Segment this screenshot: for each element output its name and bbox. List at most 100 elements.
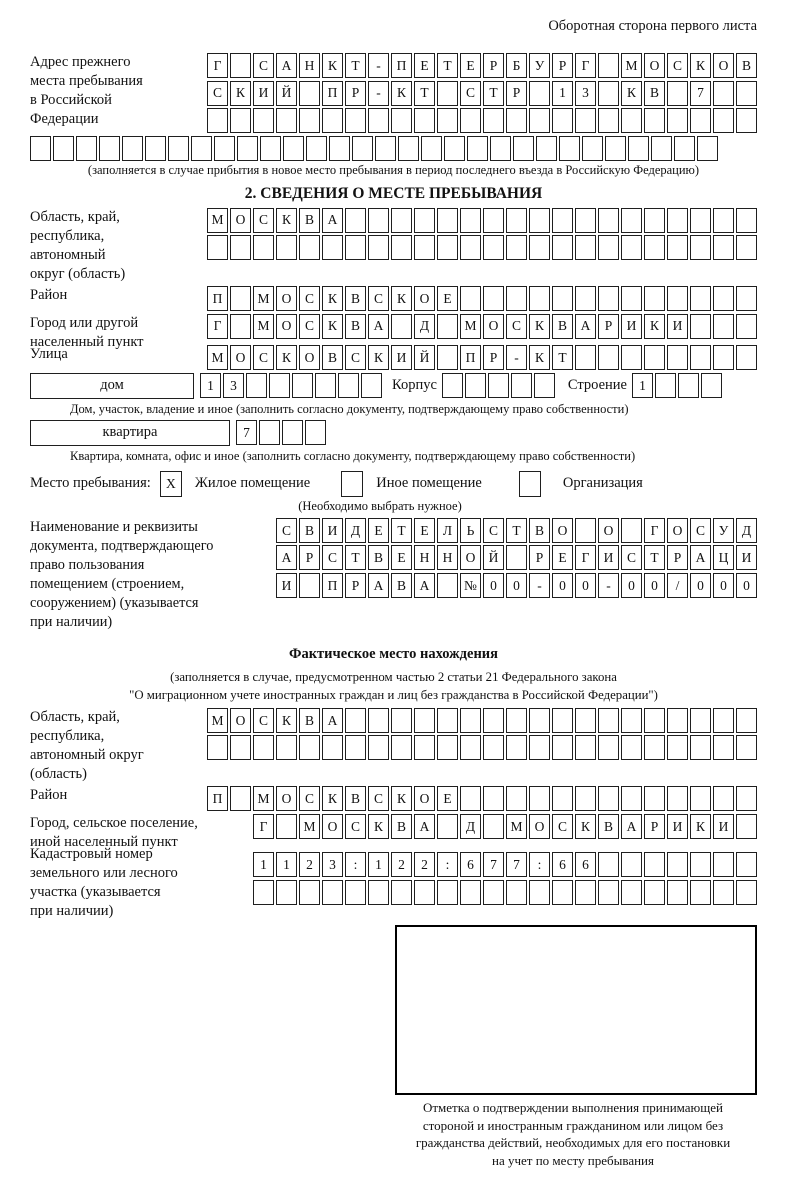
- char-box[interactable]: [259, 420, 280, 446]
- char-box[interactable]: П: [322, 80, 343, 106]
- char-box[interactable]: №: [460, 572, 481, 598]
- char-box[interactable]: [460, 207, 481, 233]
- char-box[interactable]: [559, 135, 580, 161]
- char-box[interactable]: О: [644, 53, 665, 78]
- char-box[interactable]: [713, 108, 734, 133]
- char-box[interactable]: [654, 373, 676, 399]
- char-box[interactable]: И: [391, 345, 412, 370]
- char-box[interactable]: [736, 813, 757, 839]
- char-box[interactable]: М: [299, 813, 320, 839]
- char-box[interactable]: К: [276, 707, 297, 733]
- char-box[interactable]: К: [276, 345, 297, 370]
- char-box[interactable]: [736, 735, 757, 761]
- char-box[interactable]: К: [368, 813, 389, 839]
- char-box[interactable]: [644, 735, 665, 761]
- char-box[interactable]: В: [345, 786, 366, 812]
- char-box[interactable]: 7: [506, 852, 527, 878]
- char-box[interactable]: [621, 852, 642, 878]
- char-box[interactable]: [667, 735, 688, 761]
- char-box[interactable]: К: [644, 313, 665, 339]
- char-box[interactable]: Т: [345, 53, 366, 78]
- char-box[interactable]: М: [207, 345, 228, 370]
- char-box[interactable]: 1: [368, 852, 389, 878]
- char-box[interactable]: [253, 879, 274, 905]
- char-box[interactable]: -: [506, 345, 527, 370]
- char-box[interactable]: [667, 108, 688, 133]
- char-box[interactable]: К: [391, 286, 412, 311]
- char-box[interactable]: [437, 207, 458, 233]
- char-box[interactable]: [145, 135, 166, 161]
- char-box[interactable]: Г: [644, 517, 665, 543]
- char-box[interactable]: О: [713, 53, 734, 78]
- char-box[interactable]: [598, 852, 619, 878]
- char-box[interactable]: [414, 207, 435, 233]
- char-box[interactable]: О: [414, 286, 435, 311]
- char-box[interactable]: [598, 707, 619, 733]
- char-box[interactable]: [282, 420, 303, 446]
- char-box[interactable]: К: [690, 53, 711, 78]
- char-box[interactable]: [667, 879, 688, 905]
- char-box[interactable]: [644, 345, 665, 370]
- char-box[interactable]: [506, 735, 527, 761]
- char-box[interactable]: В: [345, 286, 366, 311]
- char-box[interactable]: [391, 108, 412, 133]
- char-box[interactable]: [299, 108, 320, 133]
- char-box[interactable]: К: [529, 345, 550, 370]
- char-box[interactable]: С: [253, 345, 274, 370]
- char-box[interactable]: К: [368, 345, 389, 370]
- char-box[interactable]: С: [460, 80, 481, 106]
- char-box[interactable]: [391, 207, 412, 233]
- char-box[interactable]: [667, 235, 688, 260]
- char-box[interactable]: [230, 53, 251, 78]
- char-box[interactable]: Й: [276, 80, 297, 106]
- char-box[interactable]: [322, 735, 343, 761]
- char-box[interactable]: [713, 286, 734, 311]
- char-box[interactable]: [713, 313, 734, 339]
- char-box[interactable]: [253, 108, 274, 133]
- char-box[interactable]: [575, 786, 596, 812]
- char-box[interactable]: С: [368, 286, 389, 311]
- char-box[interactable]: А: [621, 813, 642, 839]
- char-box[interactable]: [391, 235, 412, 260]
- char-box[interactable]: [575, 286, 596, 311]
- char-box[interactable]: [552, 286, 573, 311]
- char-box[interactable]: 0: [483, 572, 504, 598]
- char-box[interactable]: [391, 879, 412, 905]
- char-box[interactable]: Д: [345, 517, 366, 543]
- char-box[interactable]: [506, 879, 527, 905]
- char-box[interactable]: [483, 786, 504, 812]
- char-box[interactable]: Е: [460, 53, 481, 78]
- char-box[interactable]: [490, 135, 511, 161]
- char-box[interactable]: [260, 135, 281, 161]
- char-box[interactable]: [713, 345, 734, 370]
- char-box[interactable]: [736, 879, 757, 905]
- char-box[interactable]: [644, 207, 665, 233]
- char-box[interactable]: 1: [631, 373, 653, 399]
- char-box[interactable]: [621, 207, 642, 233]
- stay-type-checkbox-residential[interactable]: X: [159, 470, 182, 497]
- char-box[interactable]: [483, 207, 504, 233]
- char-box[interactable]: [677, 373, 699, 399]
- char-box[interactable]: 2: [414, 852, 435, 878]
- char-box[interactable]: Г: [575, 545, 596, 571]
- char-box[interactable]: П: [391, 53, 412, 78]
- char-box[interactable]: Е: [391, 545, 412, 571]
- char-box[interactable]: [391, 313, 412, 339]
- char-box[interactable]: Е: [552, 545, 573, 571]
- char-box[interactable]: В: [391, 572, 412, 598]
- char-box[interactable]: [368, 879, 389, 905]
- char-box[interactable]: [483, 707, 504, 733]
- char-box[interactable]: А: [276, 53, 297, 78]
- stay-type-checkbox-other-premises[interactable]: [341, 470, 364, 497]
- char-box[interactable]: С: [345, 345, 366, 370]
- char-box[interactable]: [575, 517, 596, 543]
- char-box[interactable]: [598, 735, 619, 761]
- char-box[interactable]: [667, 852, 688, 878]
- char-box[interactable]: 0: [552, 572, 573, 598]
- char-box[interactable]: [214, 135, 235, 161]
- char-box[interactable]: В: [299, 207, 320, 233]
- char-box[interactable]: [621, 286, 642, 311]
- char-box[interactable]: [621, 735, 642, 761]
- char-box[interactable]: Е: [437, 286, 458, 311]
- char-box[interactable]: И: [713, 813, 734, 839]
